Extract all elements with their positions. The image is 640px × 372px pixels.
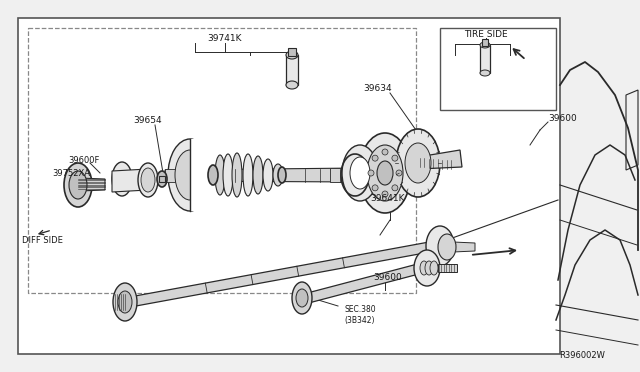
Polygon shape bbox=[453, 242, 475, 252]
Polygon shape bbox=[78, 178, 105, 191]
Ellipse shape bbox=[138, 163, 158, 197]
Ellipse shape bbox=[175, 150, 205, 200]
Ellipse shape bbox=[420, 261, 428, 275]
Ellipse shape bbox=[296, 289, 308, 307]
Ellipse shape bbox=[243, 154, 253, 196]
Bar bbox=[482, 39, 488, 46]
Bar bbox=[18, 18, 560, 354]
Ellipse shape bbox=[377, 161, 393, 185]
Polygon shape bbox=[129, 241, 436, 307]
Ellipse shape bbox=[480, 42, 490, 48]
Bar bbox=[28, 28, 416, 293]
Ellipse shape bbox=[168, 139, 212, 211]
Ellipse shape bbox=[396, 170, 402, 176]
Bar bbox=[159, 176, 165, 182]
Ellipse shape bbox=[232, 153, 242, 197]
Polygon shape bbox=[307, 263, 423, 303]
Polygon shape bbox=[112, 169, 148, 192]
Ellipse shape bbox=[118, 291, 132, 313]
Text: SEC.380: SEC.380 bbox=[344, 305, 376, 314]
Ellipse shape bbox=[425, 261, 433, 275]
Ellipse shape bbox=[112, 162, 132, 196]
Ellipse shape bbox=[372, 185, 378, 191]
Text: DIFF SIDE: DIFF SIDE bbox=[22, 235, 63, 244]
Ellipse shape bbox=[157, 171, 167, 187]
Ellipse shape bbox=[113, 283, 137, 321]
Ellipse shape bbox=[382, 149, 388, 155]
Text: 39654: 39654 bbox=[134, 115, 163, 125]
Ellipse shape bbox=[392, 155, 398, 161]
Text: 39634: 39634 bbox=[364, 83, 392, 93]
Ellipse shape bbox=[414, 250, 440, 286]
Text: 39600: 39600 bbox=[374, 273, 403, 282]
Ellipse shape bbox=[396, 129, 440, 197]
Ellipse shape bbox=[392, 185, 398, 191]
Text: 39641K: 39641K bbox=[371, 193, 405, 202]
Ellipse shape bbox=[253, 156, 263, 194]
Ellipse shape bbox=[342, 145, 378, 201]
Polygon shape bbox=[165, 168, 360, 182]
Ellipse shape bbox=[215, 155, 225, 195]
Ellipse shape bbox=[278, 167, 286, 183]
Ellipse shape bbox=[292, 282, 312, 314]
Polygon shape bbox=[418, 150, 462, 169]
Text: 39752XA: 39752XA bbox=[52, 169, 90, 177]
Polygon shape bbox=[330, 168, 360, 182]
Ellipse shape bbox=[350, 157, 370, 189]
Ellipse shape bbox=[64, 163, 92, 207]
Ellipse shape bbox=[286, 51, 298, 59]
Bar bbox=[480, 45, 490, 73]
Ellipse shape bbox=[382, 191, 388, 197]
Ellipse shape bbox=[438, 234, 456, 260]
Ellipse shape bbox=[263, 159, 273, 191]
Polygon shape bbox=[190, 139, 215, 211]
Ellipse shape bbox=[223, 154, 233, 196]
Ellipse shape bbox=[426, 226, 454, 266]
Text: R396002W: R396002W bbox=[559, 350, 605, 359]
Text: 39600F: 39600F bbox=[68, 155, 99, 164]
Ellipse shape bbox=[141, 168, 155, 192]
Text: 39600: 39600 bbox=[548, 113, 577, 122]
Bar bbox=[286, 55, 298, 85]
Text: TIRE SIDE: TIRE SIDE bbox=[464, 29, 508, 38]
Ellipse shape bbox=[368, 170, 374, 176]
Ellipse shape bbox=[359, 133, 411, 213]
Bar bbox=[440, 28, 556, 110]
Polygon shape bbox=[438, 264, 457, 272]
Polygon shape bbox=[165, 169, 190, 182]
Ellipse shape bbox=[480, 70, 490, 76]
Bar bbox=[288, 48, 296, 56]
Ellipse shape bbox=[367, 145, 403, 201]
Ellipse shape bbox=[372, 155, 378, 161]
Ellipse shape bbox=[273, 164, 283, 186]
Ellipse shape bbox=[405, 143, 431, 183]
Text: (3B342): (3B342) bbox=[345, 317, 375, 326]
Ellipse shape bbox=[430, 261, 438, 275]
Ellipse shape bbox=[208, 165, 218, 185]
Ellipse shape bbox=[286, 81, 298, 89]
Text: 39741K: 39741K bbox=[208, 33, 243, 42]
Ellipse shape bbox=[69, 171, 87, 199]
